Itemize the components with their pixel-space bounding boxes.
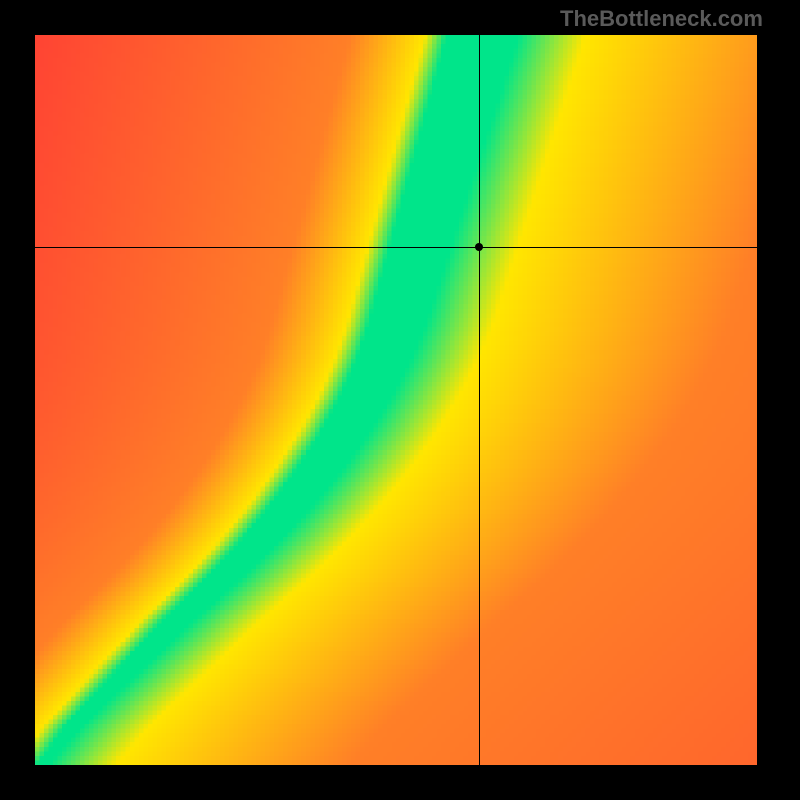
crosshair-horizontal-line <box>35 247 757 248</box>
heatmap-canvas <box>35 35 757 765</box>
watermark-text: TheBottleneck.com <box>560 6 763 32</box>
crosshair-vertical-line <box>479 35 480 765</box>
crosshair-marker-dot <box>475 243 483 251</box>
heatmap-region <box>35 35 757 765</box>
